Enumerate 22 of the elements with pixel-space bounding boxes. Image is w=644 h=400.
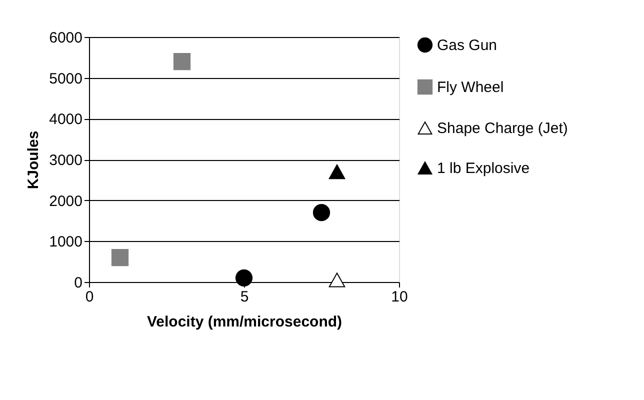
y-axis-title: KJoules — [25, 130, 42, 190]
point — [312, 204, 330, 222]
point — [173, 52, 191, 70]
point — [111, 248, 129, 266]
y-tick-label: 3000 — [49, 152, 82, 169]
point — [328, 164, 346, 180]
y-tick-label: 0 — [74, 274, 82, 292]
legend-label: Shape Charge (Jet) — [437, 120, 568, 137]
legend-label: 1 lb Explosive — [437, 160, 530, 177]
x-tick-label: 0 — [85, 288, 94, 306]
point — [235, 269, 253, 286]
legend-label: Fly Wheel — [437, 79, 504, 96]
point — [328, 272, 346, 288]
x-tick-label: 5 — [240, 288, 249, 306]
y-tick-label: 4000 — [49, 111, 82, 128]
x-axis-title: Velocity (mm/microsecond) — [146, 314, 342, 330]
legend-label: Gas Gun — [437, 37, 498, 54]
y-tick-label: 1000 — [49, 234, 82, 251]
x-tick-label: 10 — [391, 288, 408, 306]
y-tick-label: 5000 — [49, 70, 82, 88]
y-tick-label: 6000 — [49, 30, 82, 46]
y-tick-label: 2000 — [49, 192, 82, 210]
